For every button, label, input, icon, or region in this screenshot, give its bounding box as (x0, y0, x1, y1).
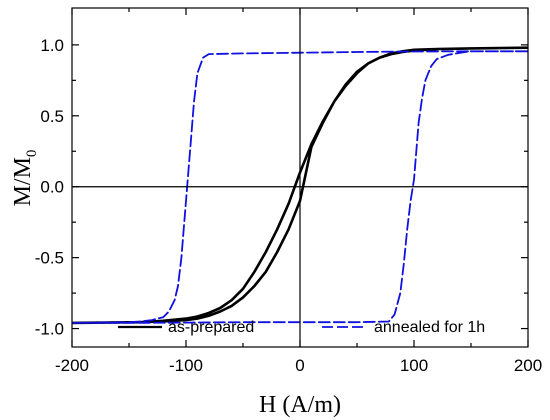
x-tick-label: 0 (295, 356, 304, 375)
y-axis-title-sub: 0 (24, 150, 40, 158)
legend-label: as-prepared (168, 319, 254, 336)
svg-text:M/M0: M/M0 (10, 150, 40, 207)
y-tick-label: -0.5 (35, 249, 64, 268)
legend-label: annealed for 1h (374, 319, 485, 336)
series-layer (72, 46, 528, 325)
y-axis-title: M/M0 (10, 150, 40, 207)
ticks-layer: -200 -100 0 100 200 -1.0 -0.5 0.0 0.5 1.0 (35, 8, 542, 375)
series-line-as-prepared (72, 46, 528, 325)
x-tick-label: 100 (400, 356, 428, 375)
x-tick-label: 200 (514, 356, 542, 375)
y-tick-label: -1.0 (35, 320, 64, 339)
x-tick-label: -200 (55, 356, 89, 375)
y-axis-title-main: M/M (10, 157, 36, 206)
y-tick-label: 0.5 (40, 107, 64, 126)
legend: as-prepared annealed for 1h (118, 319, 485, 336)
x-axis-title: H (A/m) (259, 392, 341, 418)
y-tick-label: 0.0 (40, 178, 64, 197)
series-line-annealed (72, 50, 528, 324)
zero-lines (72, 8, 528, 347)
x-tick-label: -100 (169, 356, 203, 375)
y-tick-label: 1.0 (40, 36, 64, 55)
